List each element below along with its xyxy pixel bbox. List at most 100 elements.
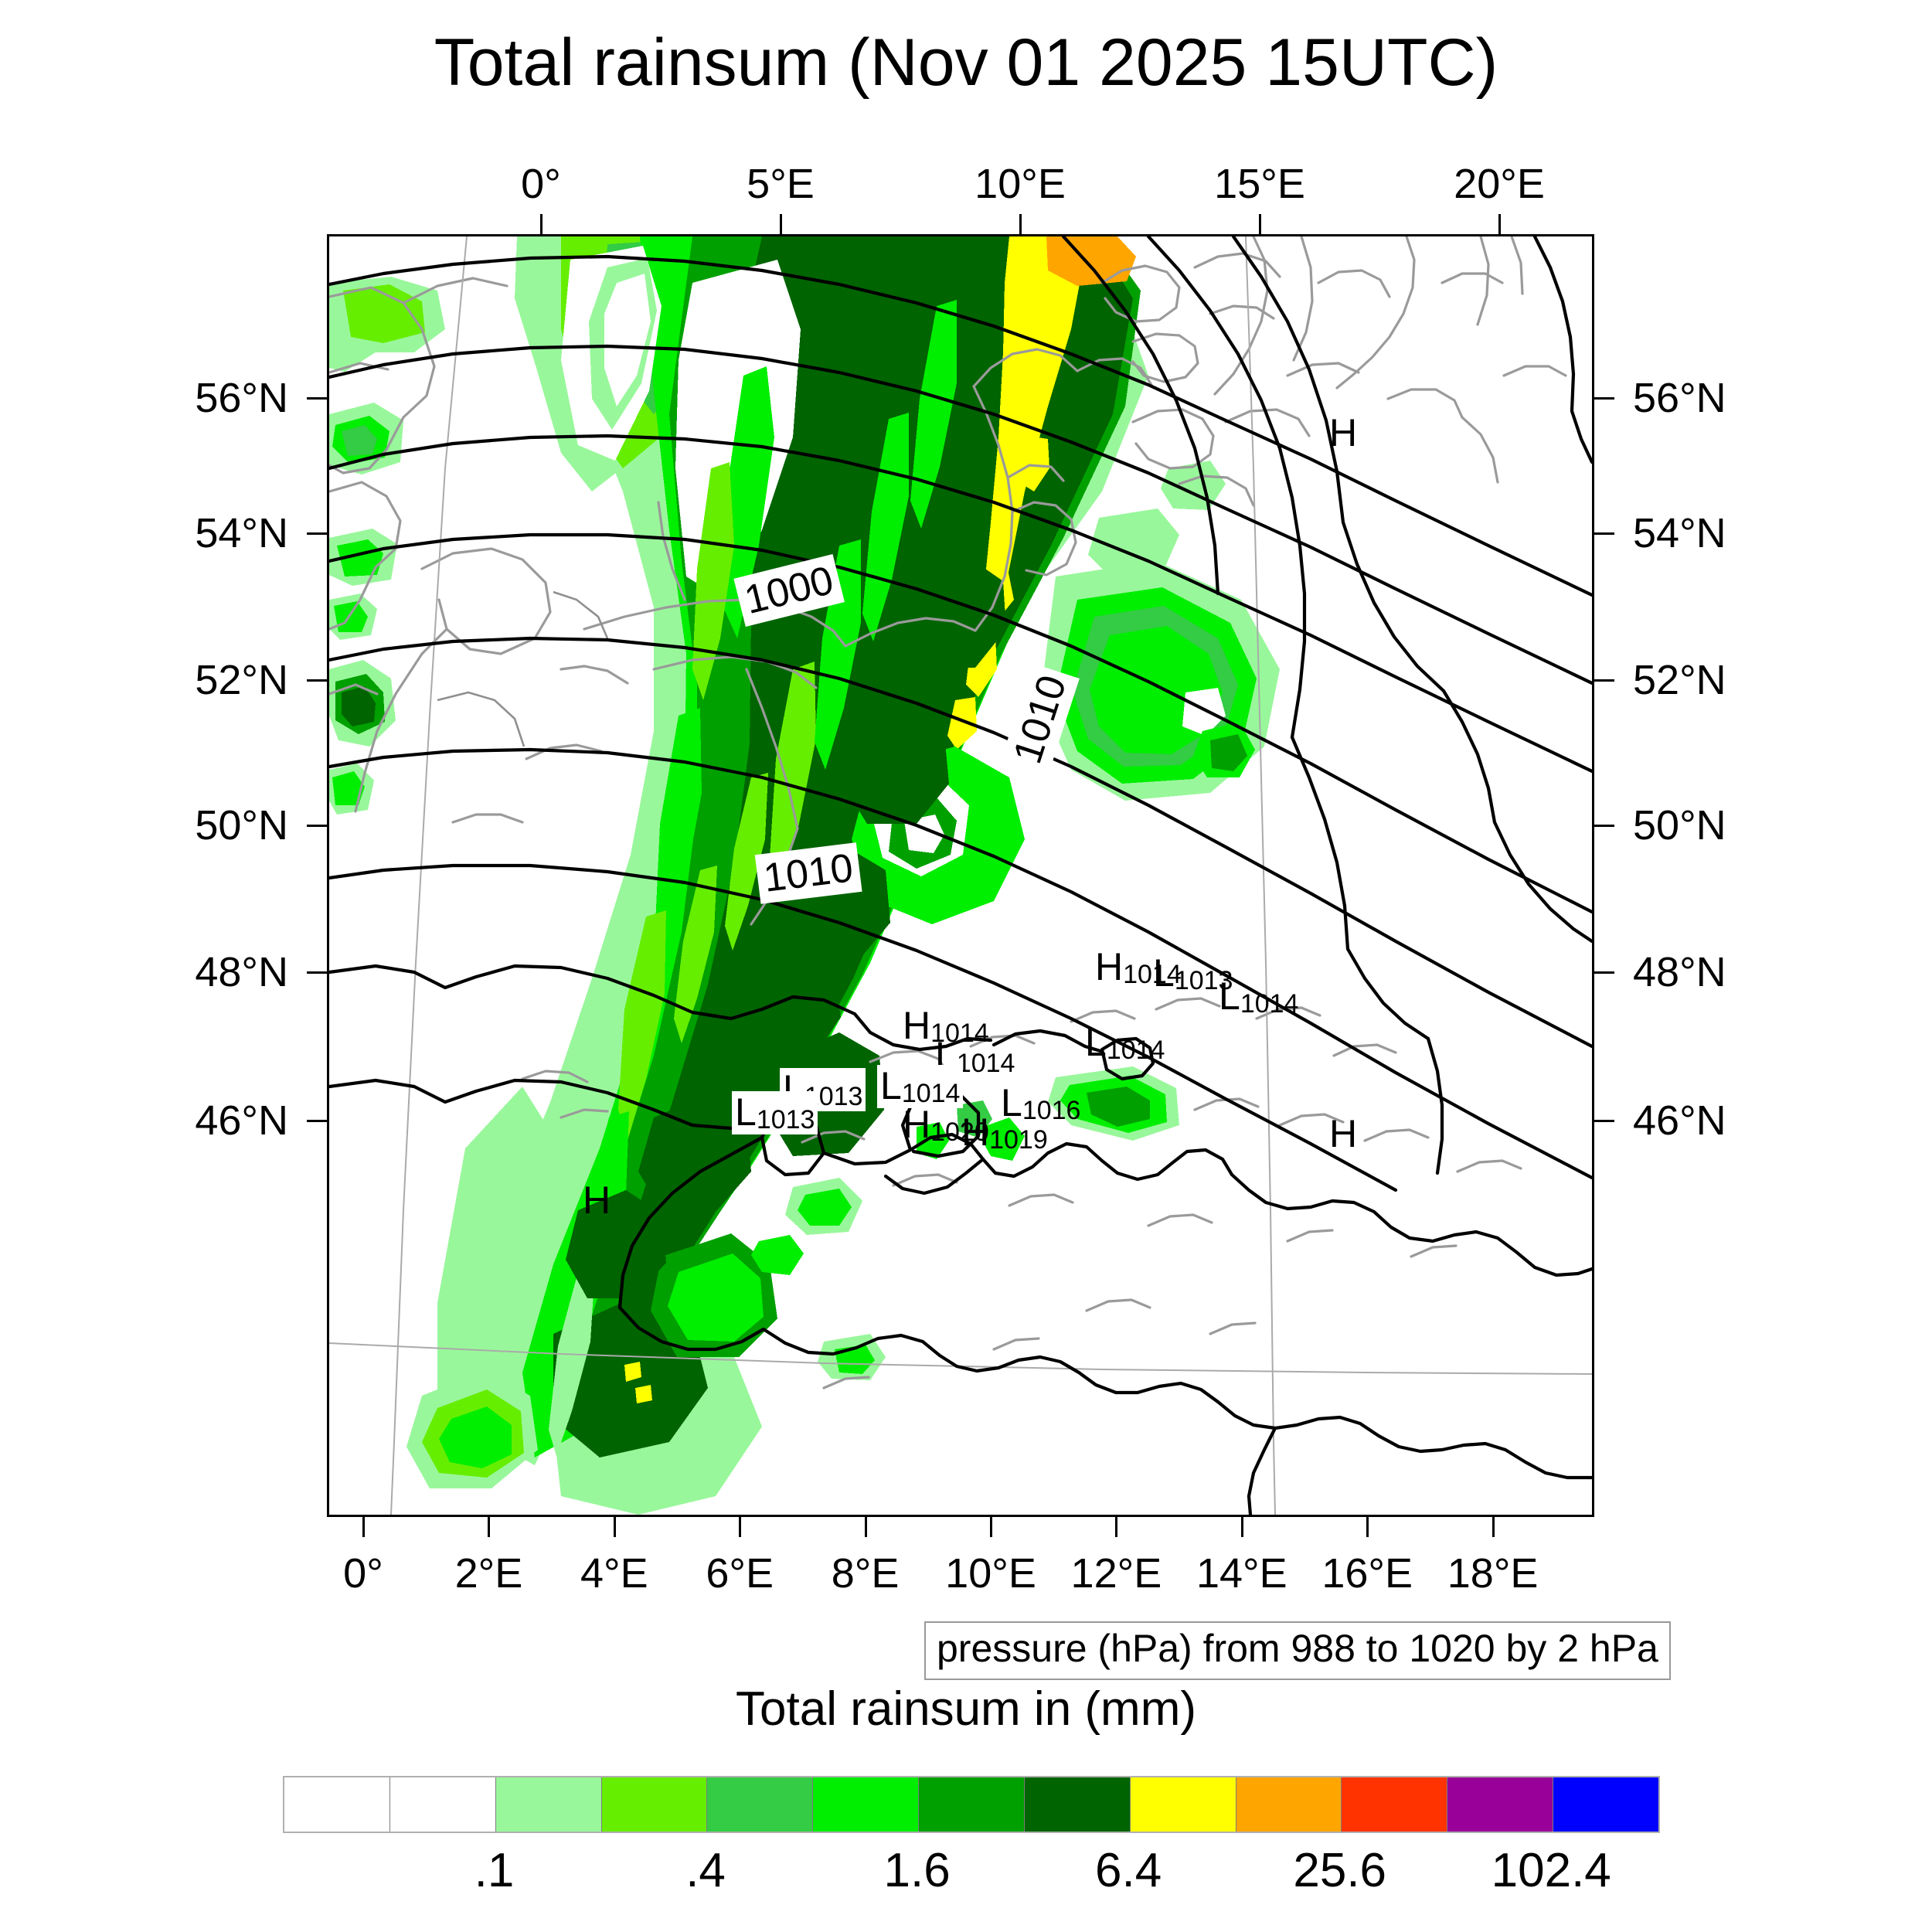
pressure-center-symbol: L <box>1001 1081 1022 1124</box>
axis-tick-right <box>1594 1120 1614 1122</box>
colorbar-cell-12[interactable] <box>1553 1777 1658 1832</box>
colorbar-cell-9[interactable] <box>1236 1777 1342 1832</box>
pressure-center-symbol: H <box>1329 411 1358 454</box>
colorbar-cell-6[interactable] <box>919 1777 1025 1832</box>
colorbar-cell-8[interactable] <box>1130 1777 1236 1832</box>
axis-label-top-15: 15°E <box>1214 161 1305 207</box>
pressure-center-value: 1014 <box>956 1049 1015 1079</box>
axis-label-top-10: 10°E <box>975 161 1066 207</box>
axis-tick-right <box>1594 825 1614 827</box>
page-title: Total rainsum (Nov 01 2025 15UTC) <box>434 26 1498 100</box>
axis-tick-top <box>540 214 543 234</box>
axis-tick-bottom <box>990 1517 992 1537</box>
axis-tick-bottom <box>739 1517 742 1537</box>
axis-tick-left <box>307 679 327 682</box>
colorbar-label-1.6: 1.6 <box>883 1844 951 1897</box>
pressure-caption: pressure (hPa) from 988 to 1020 by 2 hPa <box>924 1621 1671 1680</box>
pressure-center-value: 1014 <box>901 1079 961 1109</box>
axis-tick-bottom <box>1366 1517 1369 1537</box>
axis-label-right-56: 56°N <box>1633 375 1726 421</box>
colorbar-cell-4[interactable] <box>707 1777 814 1832</box>
axis-label-bottom-18: 18°E <box>1447 1550 1539 1597</box>
colorbar-cell-0[interactable] <box>284 1777 390 1832</box>
axis-label-bottom-4: 4°E <box>580 1550 648 1597</box>
axis-tick-left <box>307 825 327 827</box>
pressure-center-symbol: L <box>880 1064 902 1107</box>
pressure-contours <box>329 236 1592 1515</box>
colorbar-label-.4: .4 <box>685 1844 726 1897</box>
colorbar-cell-1[interactable] <box>389 1777 496 1832</box>
axis-tick-top <box>1498 214 1501 234</box>
map-svg <box>329 236 1592 1515</box>
axis-tick-bottom <box>613 1517 616 1537</box>
pressure-center-l-1013: L1013 <box>732 1090 818 1135</box>
precipitation-field <box>329 236 1592 1515</box>
colorbar-cell-7[interactable] <box>1024 1777 1131 1832</box>
pressure-center-value: 1016 <box>1022 1096 1081 1126</box>
axis-tick-bottom <box>1115 1517 1118 1537</box>
colorbar-label-25.6: 25.6 <box>1293 1844 1387 1897</box>
pressure-center-h-1020: H1020 <box>903 1105 989 1145</box>
axis-label-left-46: 46°N <box>195 1097 288 1144</box>
axis-tick-bottom <box>488 1517 491 1537</box>
axis-label-bottom-0: 0° <box>343 1550 383 1597</box>
pressure-center-symbol: H <box>583 1179 611 1222</box>
colorbar-label-102.4: 102.4 <box>1491 1844 1611 1897</box>
axis-tick-left <box>307 1120 327 1122</box>
colorbar-label-6.4: 6.4 <box>1095 1844 1162 1897</box>
pressure-center-value: 1013 <box>756 1105 815 1135</box>
axis-tick-left <box>307 397 327 400</box>
axis-label-right-46: 46°N <box>1633 1097 1726 1144</box>
colorbar-cell-2[interactable] <box>495 1777 602 1832</box>
axis-tick-right <box>1594 679 1614 682</box>
pressure-center-symbol: L <box>735 1090 757 1134</box>
pressure-center-value: 1014 <box>930 1019 989 1049</box>
pressure-center-value: 1014 <box>1106 1036 1165 1066</box>
axis-tick-right <box>1594 971 1614 974</box>
axis-tick-right <box>1594 397 1614 400</box>
colorbar-cell-11[interactable] <box>1447 1777 1554 1832</box>
colorbar-cell-5[interactable] <box>813 1777 920 1832</box>
axis-label-bottom-14: 14°E <box>1196 1550 1287 1597</box>
pressure-center-value: 1019 <box>989 1125 1048 1155</box>
colorbar-cell-3[interactable] <box>601 1777 708 1832</box>
colorbar[interactable] <box>283 1776 1660 1833</box>
axis-label-right-52: 52°N <box>1633 657 1726 703</box>
axis-label-top-20: 20°E <box>1454 161 1545 207</box>
pressure-center-l-1016: L1016 <box>1001 1083 1080 1124</box>
axis-tick-bottom <box>1240 1517 1243 1537</box>
axis-label-bottom-16: 16°E <box>1321 1550 1413 1597</box>
pressure-center-l-1014: L1014 <box>877 1064 964 1109</box>
pressure-center-value: 1014 <box>1240 989 1299 1019</box>
pressure-center-h-1019: H1019 <box>961 1113 1048 1153</box>
axis-label-bottom-6: 6°E <box>706 1550 774 1597</box>
axis-label-left-48: 48°N <box>195 949 288 995</box>
axis-tick-right <box>1594 532 1614 535</box>
pressure-center-value: 1020 <box>930 1117 989 1148</box>
pressure-center-l-1014: L1014 <box>1219 977 1298 1017</box>
axis-label-right-50: 50°N <box>1633 802 1726 849</box>
pressure-center-h: H <box>1329 413 1357 452</box>
pressure-center-l-1013: L1013 <box>1153 954 1233 994</box>
pressure-center-value: 1014 <box>1123 960 1182 990</box>
axis-label-bottom-8: 8°E <box>831 1550 900 1597</box>
coastlines <box>329 236 1567 1389</box>
axis-tick-bottom <box>864 1517 867 1537</box>
axis-label-left-56: 56°N <box>195 375 288 421</box>
axis-tick-top <box>780 214 782 234</box>
colorbar-title: Total rainsum in (mm) <box>736 1682 1196 1736</box>
colorbar-cell-10[interactable] <box>1342 1777 1448 1832</box>
axis-label-right-54: 54°N <box>1633 510 1726 556</box>
axis-label-bottom-12: 12°E <box>1070 1550 1162 1597</box>
axis-tick-bottom <box>1492 1517 1495 1537</box>
pressure-center-h-1014: H1014 <box>903 1006 989 1046</box>
pressure-center-symbol: H <box>903 1004 931 1047</box>
axis-label-bottom-2: 2°E <box>454 1550 523 1597</box>
map-plot-area: 1000 1010 1010 H1014 L1013 L1014 H1014 L1014… <box>327 234 1594 1517</box>
pressure-center-symbol: L <box>1219 975 1240 1018</box>
axis-label-bottom-10: 10°E <box>945 1550 1036 1597</box>
pressure-center-value: 1013 <box>1174 966 1233 996</box>
colorbar-label-.1: .1 <box>474 1844 515 1897</box>
axis-label-top-5: 5°E <box>747 161 815 207</box>
